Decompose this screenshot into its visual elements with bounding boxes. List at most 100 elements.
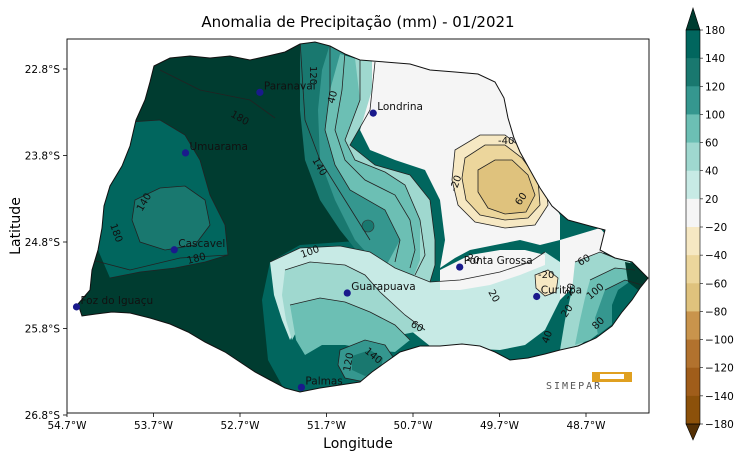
city-label: Palmas: [305, 375, 342, 387]
contour-label: -40: [498, 136, 514, 147]
colorbar-segment: [686, 227, 700, 256]
contour-line-curitiba: [534, 269, 559, 297]
city-marker: [343, 289, 351, 297]
contour-label: 180: [186, 251, 207, 267]
x-tick-label: 50.7°W: [393, 420, 433, 432]
colorbar-tick-label: 60: [705, 138, 718, 150]
contour-line-60: [344, 60, 426, 276]
city-marker: [181, 149, 190, 157]
contour-label: -20: [562, 282, 578, 301]
colorbar-segment: [686, 311, 700, 340]
contour-line-neg60: [477, 159, 536, 215]
colorbar-segment: [686, 142, 700, 172]
colorbar-segment: [686, 30, 700, 59]
y-tick-label: 22.8°S: [25, 64, 61, 76]
contour-band-120-cascavel: [132, 186, 210, 250]
contour-line-120: [324, 44, 401, 263]
contour-line-40: [349, 61, 436, 283]
contour-line-east-100: [604, 279, 643, 291]
colorbar-tick-label: −120: [705, 363, 734, 375]
contour-band-neg60: [478, 160, 535, 214]
logo-text: SIMEPAR: [546, 381, 602, 392]
contour-line-180-a: [299, 42, 371, 241]
colorbar-segment: [686, 367, 700, 397]
x-tick-label: 49.7°W: [480, 420, 520, 432]
colorbar-tick-label: 20: [705, 194, 718, 206]
contour-label: -20: [448, 174, 464, 193]
city-markers: Paranavaí Londrina Umuarama Cascavel Ponta G…: [72, 80, 582, 391]
contour-line-120-core: [131, 185, 211, 251]
y-tick-label: 25.8°S: [25, 324, 61, 336]
city-label: Foz do Iguaçu: [81, 295, 154, 307]
colorbar-segment: [686, 170, 700, 200]
city-marker: [170, 246, 178, 254]
y-tick-label: 24.8°S: [25, 237, 61, 249]
colorbar-segment: [686, 283, 700, 312]
city-marker: [533, 292, 541, 301]
contour-label: -20: [538, 270, 554, 281]
colorbar-segment: [686, 339, 700, 369]
x-tick-label: 52.7°W: [220, 420, 260, 432]
colorbar-segment: [686, 58, 700, 87]
contour-band-20-south: [440, 250, 545, 290]
city-label: Guarapuava: [351, 281, 415, 293]
contour-line-100: [334, 51, 416, 269]
contour-local-max: [361, 219, 375, 233]
colorbar: 180 140 120 100 60 40 20 −20 −40 −60 −80 −100 −120 −1…: [685, 7, 734, 441]
colorbar-extend-top: [685, 7, 701, 31]
city-marker: [369, 109, 377, 117]
contour-line-180-b: [159, 69, 276, 119]
contour-line-south-60: [284, 261, 426, 331]
contour-band-60-north: [325, 54, 425, 278]
colorbar-tick-label: −80: [705, 306, 727, 318]
colorbar-segment: [686, 395, 700, 425]
x-tick-label: 51.7°W: [307, 420, 347, 432]
contour-label: 40: [326, 90, 340, 105]
contour-band-curitiba-neg: [535, 270, 558, 296]
city-label: Curitiba: [541, 284, 582, 296]
contour-line-south-outer: [269, 245, 546, 283]
y-axis-label: Latitude: [8, 197, 24, 255]
state-outline: [77, 41, 649, 393]
contour-band-60-south: [282, 262, 425, 340]
plot-frame: [66, 38, 650, 414]
y-axis-ticks: 22.8°S 23.8°S 24.8°S 25.8°S 26.8°S: [25, 64, 67, 422]
colorbar-tick-label: −40: [705, 250, 727, 262]
colorbar-segment: [686, 198, 700, 228]
contour-line-east-40: [574, 251, 616, 263]
city-label: Cascavel: [178, 238, 225, 250]
x-tick-label: 54.7°W: [47, 420, 87, 432]
y-tick-label: 23.8°S: [25, 151, 61, 163]
contour-line-south-100: [289, 297, 411, 341]
colorbar-tick-label: −100: [705, 335, 734, 347]
y-tick-label: 26.8°S: [25, 410, 61, 422]
x-tick-label: 53.7°W: [134, 420, 174, 432]
city-marker: [456, 263, 464, 271]
contour-band-100-south: [290, 298, 410, 355]
colorbar-tick-label: −60: [705, 278, 727, 290]
contour-band-40-north: [345, 58, 435, 285]
colorbar-segment: [686, 86, 700, 115]
colorbar-tick-label: 120: [705, 81, 725, 93]
contour-label: 120: [342, 352, 356, 373]
simepar-logo: SIMEPAR: [546, 372, 632, 392]
city-marker: [297, 383, 306, 391]
colorbar-tick-label: −180: [705, 419, 734, 431]
city-label: Londrina: [377, 101, 423, 113]
contour-line-140: [99, 119, 229, 279]
contour-line-neg20: [451, 134, 549, 229]
contour-line-neg40: [461, 144, 541, 221]
colorbar-tick-label: −140: [705, 391, 734, 403]
logo-mark-inner: [600, 374, 624, 379]
colorbar-tick-label: 140: [705, 53, 725, 65]
contour-lines: [91, 42, 643, 383]
colorbar-segment: [686, 114, 700, 143]
colorbar-tick-label: 180: [705, 25, 725, 37]
contour-label: 20: [465, 252, 481, 267]
contour-line-west-180: [91, 254, 229, 271]
colorbar-tick-label: 100: [705, 109, 725, 121]
city-marker: [72, 303, 81, 311]
colorbar-segment: [686, 255, 700, 284]
city-marker: [256, 88, 264, 96]
